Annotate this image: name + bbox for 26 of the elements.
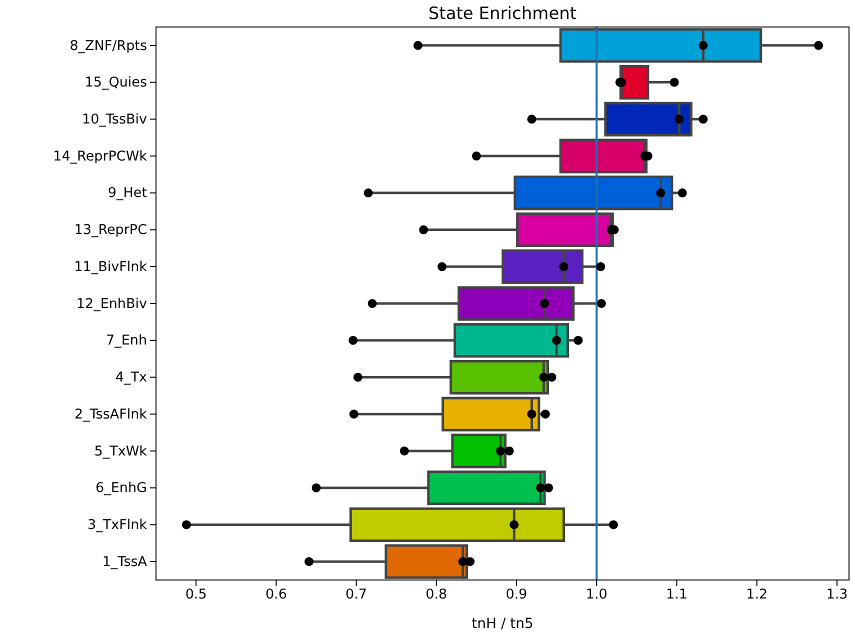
y-tick-label: 8_ZNF/Rpts [70, 38, 147, 54]
y-tick-label: 7_Enh [106, 332, 147, 349]
x-tick-label: 1.0 [586, 586, 608, 603]
x-tick-label: 0.5 [185, 586, 207, 603]
x-axis-title: tnH / tn5 [472, 616, 534, 632]
y-tick-label: 13_ReprPC [74, 222, 147, 238]
y-tick-label: 12_EnhBiv [76, 296, 148, 312]
y-tick-label: 15_Quies [84, 74, 147, 91]
y-tick-label: 2_TssAFlnk [74, 406, 148, 422]
y-tick-label: 11_BivFlnk [74, 258, 148, 275]
y-tick-label: 5_TxWk [94, 443, 148, 460]
x-tick-label: 0.8 [426, 586, 448, 603]
x-tick-label: 1.3 [826, 586, 848, 603]
y-tick-label: 14_ReprPCWk [53, 148, 148, 164]
y-tick-label: 4_Tx [115, 370, 148, 386]
y-tick-label: 1_TssA [102, 554, 148, 570]
y-tick-label: 6_EnhG [96, 480, 147, 496]
x-tick-label: 1.2 [746, 586, 768, 603]
y-tick-label: 3_TxFlnk [88, 517, 148, 534]
x-tick-label: 0.6 [265, 586, 287, 603]
y-tick-label: 10_TssBiv [82, 111, 148, 128]
y-tick-label: 9_Het [108, 185, 147, 202]
x-tick-label: 1.1 [666, 586, 688, 603]
x-tick-label: 0.9 [506, 586, 528, 603]
x-tick-label: 0.7 [346, 586, 368, 603]
chart-title: State Enrichment [428, 4, 577, 24]
